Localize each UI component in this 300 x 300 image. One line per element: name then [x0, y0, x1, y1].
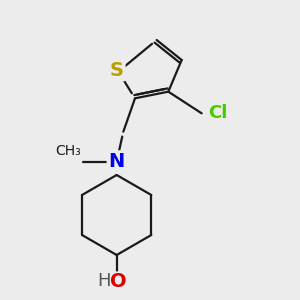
- Text: CH₃: CH₃: [55, 144, 81, 158]
- Text: H: H: [97, 272, 111, 290]
- Text: S: S: [110, 61, 124, 80]
- Text: O: O: [110, 272, 127, 291]
- Text: N: N: [109, 152, 125, 171]
- Text: Cl: Cl: [208, 104, 227, 122]
